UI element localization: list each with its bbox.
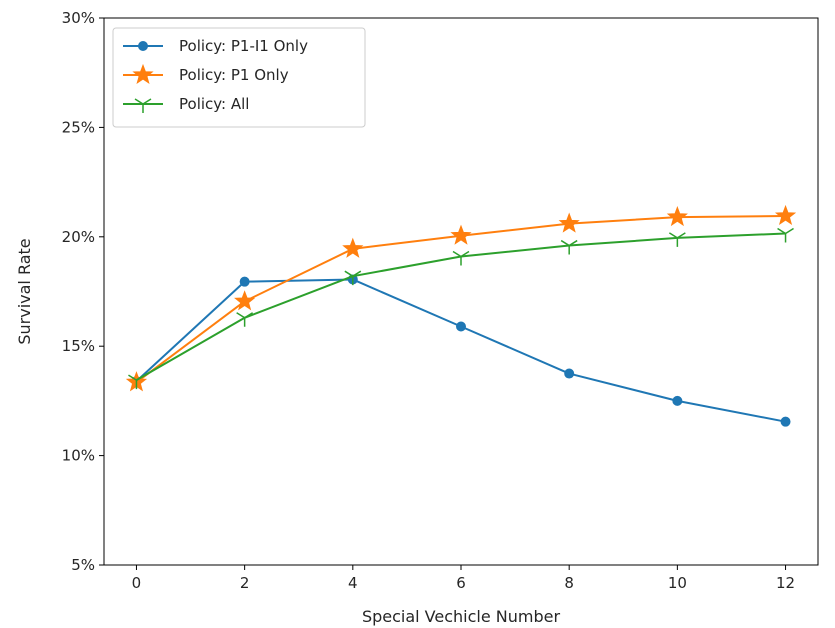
data-point-marker (128, 374, 145, 390)
data-point-marker (456, 321, 466, 332)
series-3 (128, 227, 794, 390)
x-tick-label: 0 (132, 574, 142, 592)
x-tick-label: 8 (564, 574, 574, 592)
x-tick-label: 6 (456, 574, 466, 592)
x-tick-label: 2 (240, 574, 250, 592)
series-line (135, 232, 786, 381)
y-tick-label: 10% (62, 447, 95, 465)
x-axis-label: Special Vechicle Number (362, 607, 561, 626)
data-point-marker (774, 204, 797, 226)
data-point-marker (780, 416, 791, 427)
data-point-marker (450, 224, 472, 245)
data-point-marker (564, 368, 575, 379)
legend: Policy: P1-I1 Only Policy: P1 Only Policy:… (112, 27, 366, 128)
series-2 (125, 204, 797, 392)
y-axis-label: Survival Rate (15, 238, 34, 344)
series-line (135, 215, 786, 384)
data-point-marker (668, 232, 686, 247)
data-point-marker (558, 212, 580, 233)
data-point-marker (666, 205, 688, 227)
data-point-marker (672, 395, 683, 406)
legend-label: Policy: P1 Only (179, 66, 289, 84)
series-layer (125, 204, 797, 427)
data-point-marker (138, 41, 148, 51)
data-point-marker (134, 98, 152, 113)
x-tick-label: 12 (776, 574, 795, 592)
legend-entry-3: Policy: All (123, 95, 249, 113)
data-point-marker (239, 276, 250, 287)
x-tick-label: 4 (348, 574, 358, 592)
legend-label: Policy: P1-I1 Only (179, 37, 308, 55)
data-point-marker (452, 250, 470, 266)
data-point-marker (344, 270, 362, 286)
data-point-marker (132, 63, 154, 85)
legend-box (112, 27, 366, 128)
data-point-marker (342, 237, 364, 258)
y-tick-label: 5% (71, 556, 95, 574)
y-tick-label: 25% (62, 118, 95, 136)
series-line (135, 278, 786, 423)
data-point-marker (560, 239, 578, 255)
ticks-layer: 0 2 4 6 8 10 12 5% 10% 15% 20% 25% 30% (62, 9, 795, 592)
legend-entry-2: Policy: P1 Only (123, 63, 289, 85)
legend-entry-1: Policy: P1-I1 Only (123, 37, 308, 55)
data-point-marker (234, 290, 256, 311)
x-tick-label: 10 (668, 574, 687, 592)
series-1 (131, 274, 791, 427)
y-tick-label: 20% (62, 228, 95, 246)
data-point-marker (236, 312, 254, 327)
y-tick-label: 15% (62, 337, 95, 355)
legend-label: Policy: All (179, 95, 249, 113)
y-tick-label: 30% (62, 9, 95, 27)
data-point-marker (777, 227, 794, 243)
